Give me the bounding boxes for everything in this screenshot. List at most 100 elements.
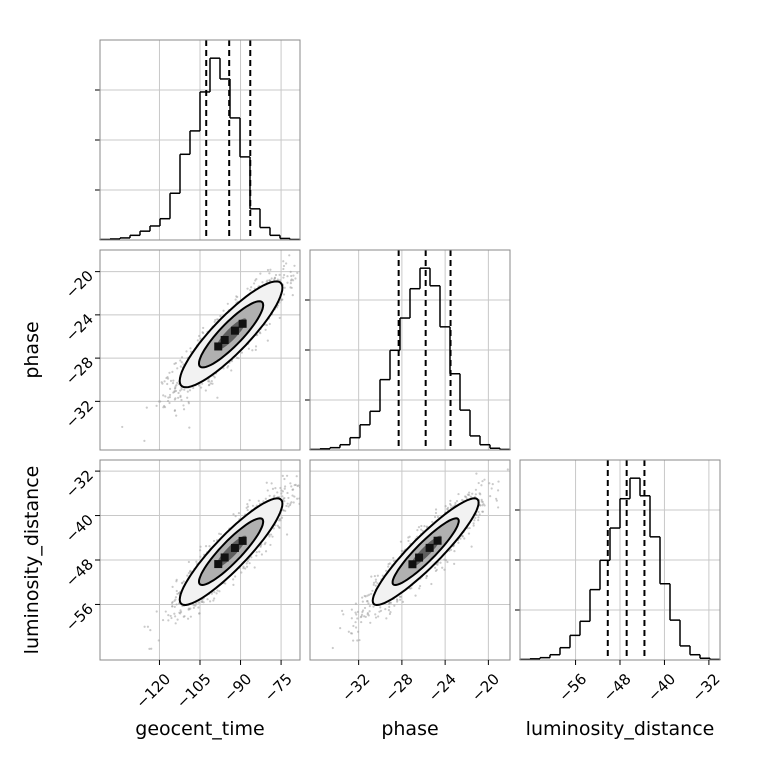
scatter-point [146,625,150,628]
scatter-point [401,600,405,603]
scatter-point [480,498,483,501]
scatter-point [341,609,344,612]
scatter-point [490,487,493,490]
scatter-point [249,289,252,292]
scatter-point [188,608,191,611]
scatter-point [425,576,428,580]
scatter-point [269,268,272,271]
scatter-point [312,472,314,474]
scatter-point [182,408,186,411]
scatter-point [268,279,271,282]
scatter-point [157,400,161,403]
scatter-point [360,613,364,616]
scatter-point [311,242,313,244]
scatter-point [289,270,292,273]
scatter-point [457,492,460,496]
scatter-point [212,539,216,543]
scatter-point [242,565,245,568]
density-core-cell [220,335,229,344]
scatter-point [183,388,186,391]
scatter-point [246,503,249,506]
scatter-point [421,529,424,533]
scatter-point [283,496,286,500]
scatter-point [387,609,391,612]
scatter-point [143,439,146,442]
scatter-point [497,480,500,483]
scatter-point [292,501,295,504]
scatter-point [175,603,178,606]
scatter-point [188,389,192,392]
scatter-point [226,302,229,305]
scatter-point [168,396,172,399]
scatter-point [187,572,190,575]
scatter-point [197,606,200,609]
y-tick-label-luminosity_distance: −56 [62,600,97,635]
scatter-point [356,617,359,620]
x-tick-label-luminosity_distance: −48 [600,670,635,705]
scatter-point [287,496,290,500]
scatter-point [262,500,265,503]
scatter-point [368,604,371,608]
density-core-cell [214,560,223,569]
scatter-point [255,550,258,554]
density-core-cell [230,326,239,335]
scatter-point [180,582,184,585]
scatter-point [250,556,253,559]
scatter-point [195,560,198,563]
scatter-point [286,281,289,284]
scatter-point [373,574,376,578]
scatter-point [354,626,358,629]
scatter-point [234,515,237,518]
scatter-point [283,477,286,481]
scatter-point [356,639,359,642]
scatter-point [268,322,271,326]
scatter-point [399,598,402,601]
scatter-point [296,497,299,500]
scatter-point [436,515,440,519]
scatter-point [285,474,289,477]
scatter-point [354,621,357,624]
scatter-point [347,630,350,633]
scatter-point [276,491,279,494]
density-core-cell [214,342,223,351]
scatter-point [271,487,275,490]
scatter-point [388,562,391,565]
scatter-point [354,611,357,614]
scatter-point [488,482,491,485]
scatter-point [352,624,355,628]
scatter-point [254,348,257,351]
scatter-point [290,501,293,504]
scatter-point [176,381,179,384]
scatter-point [356,610,359,613]
scatter-point [173,605,176,609]
scatter-point [431,520,434,524]
scatter-point [291,294,294,297]
scatter-point [433,515,437,519]
scatter-point [179,612,182,615]
scatter-point [197,384,201,387]
scatter-point [218,532,221,535]
scatter-point [171,382,175,385]
scatter-point [473,519,476,522]
scatter-point [251,349,254,352]
scatter-point [381,574,384,577]
scatter-point [179,395,182,399]
scatter-point [480,484,483,487]
x-tick-label-phase: −28 [382,670,417,705]
scatter-point [356,630,360,633]
scatter-point [237,511,241,515]
scatter-point [208,380,211,383]
scatter-point [206,598,209,601]
scatter-point [219,533,223,536]
scatter-point [454,501,457,505]
scatter-point [201,331,204,334]
scatter-point [171,370,174,373]
scatter-point [280,492,283,495]
scatter-point [342,613,345,616]
scatter-point [465,497,468,500]
scatter-point [281,474,284,477]
scatter-point [449,504,453,507]
scatter-point [370,592,373,595]
scatter-point [361,609,365,612]
